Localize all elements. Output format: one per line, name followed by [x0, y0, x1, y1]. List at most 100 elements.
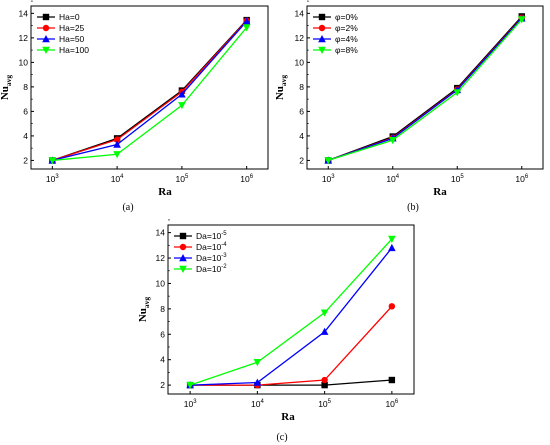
- legend-marker: [179, 232, 187, 240]
- y-tick-label: 12: [156, 253, 166, 263]
- plot-frame: [167, 224, 415, 395]
- legend-marker: [179, 265, 187, 273]
- legend-entry-4: Ha=100: [59, 45, 89, 55]
- y-tick-label: 6: [299, 106, 304, 116]
- data-point: [388, 243, 396, 252]
- series-line-2: [52, 20, 248, 162]
- data-point: [253, 359, 262, 367]
- y-tick-label: 8: [299, 82, 304, 92]
- legend-entry-3: Da=10-3: [196, 253, 227, 263]
- panel-caption: (a): [122, 202, 133, 213]
- data-point: [113, 136, 121, 143]
- legend-entry-1: Da=10-5: [196, 231, 227, 241]
- x-axis-label: Ra: [158, 186, 172, 198]
- x-tick-label: 105: [451, 174, 464, 184]
- x-tick-label: 104: [251, 399, 264, 409]
- y-axis-label: Nuavg: [274, 75, 288, 101]
- y-tick-label: 4: [160, 355, 165, 365]
- x-tick-label: 103: [322, 174, 335, 184]
- legend-entry-4: Da=10-2: [196, 264, 227, 274]
- x-tick-label: 106: [515, 174, 528, 184]
- data-point: [388, 136, 397, 145]
- data-point: [321, 381, 328, 389]
- data-point: [253, 378, 262, 386]
- y-tick-label: 4: [299, 131, 304, 141]
- x-tick-label: 104: [386, 174, 399, 184]
- legend-marker: [179, 243, 187, 251]
- y-tick-label: 6: [23, 106, 28, 116]
- plot-frame: [306, 5, 544, 170]
- legend-marker: [318, 24, 326, 32]
- data-point: [320, 309, 329, 317]
- legend-marker: [42, 13, 50, 21]
- legend-marker: [318, 13, 326, 21]
- x-tick-label: 106: [385, 399, 398, 409]
- plot-frame: [30, 5, 269, 170]
- y-tick-label: 2: [23, 155, 28, 165]
- data-point: [242, 17, 251, 25]
- legend-entry-3: Ha=50: [59, 34, 85, 44]
- legend-entry-1: φ=0%: [335, 12, 358, 22]
- x-tick-label: 103: [184, 399, 197, 409]
- legend-entry-2: Ha=25: [59, 23, 85, 33]
- data-point: [453, 89, 462, 97]
- legend-entry-2: φ=2%: [335, 23, 358, 33]
- y-tick-label: 14: [295, 8, 305, 18]
- y-tick-label: 14: [19, 8, 29, 18]
- y-tick-label: 10: [295, 57, 305, 67]
- y-tick-label: 2: [160, 380, 165, 390]
- x-tick-label: 104: [111, 174, 124, 184]
- data-point: [186, 381, 194, 390]
- legend-entry-3: φ=4%: [335, 34, 358, 44]
- series-line-2: [190, 305, 393, 386]
- data-point: [178, 102, 186, 110]
- legend-entry-2: Da=10-4: [196, 242, 227, 252]
- x-tick-label: 106: [240, 174, 253, 184]
- y-tick-label: 12: [295, 33, 305, 43]
- series-line-4: [189, 238, 393, 386]
- y-tick-label: 6: [160, 329, 165, 339]
- panel-caption: (c): [276, 432, 287, 443]
- y-tick-label: 2: [299, 155, 304, 165]
- x-tick-label: 103: [46, 174, 59, 184]
- series-line-3: [52, 20, 248, 162]
- y-tick-label: 8: [160, 304, 165, 314]
- y-axis-label: Nuavg: [0, 75, 13, 101]
- x-tick-label: 105: [175, 174, 188, 184]
- y-tick-label: 8: [23, 82, 28, 92]
- data-point: [48, 157, 57, 165]
- data-point: [178, 90, 186, 98]
- data-point: [113, 140, 121, 148]
- y-tick-label: 10: [156, 278, 166, 288]
- data-point: [324, 157, 333, 165]
- data-point: [113, 151, 121, 159]
- legend-marker: [42, 24, 50, 32]
- data-point: [320, 327, 329, 335]
- x-axis-label: Ra: [433, 186, 447, 198]
- legend-marker: [179, 254, 187, 262]
- legend-marker: [318, 46, 326, 54]
- legend-marker: [42, 46, 50, 54]
- x-axis-label: Ra: [281, 411, 295, 423]
- data-point: [242, 24, 251, 32]
- series-line-3: [328, 17, 523, 162]
- x-tick-label: 105: [318, 399, 331, 409]
- y-tick-label: 12: [19, 33, 29, 43]
- series-line-4: [52, 27, 248, 162]
- y-tick-label: 10: [19, 57, 29, 67]
- data-point: [388, 376, 396, 384]
- data-point: [321, 376, 328, 384]
- legend-marker: [42, 35, 50, 43]
- legend-marker: [318, 35, 326, 43]
- y-tick-label: 14: [156, 228, 166, 238]
- y-axis-label: Nuavg: [137, 297, 151, 323]
- legend-entry-1: Ha=0: [59, 12, 80, 22]
- data-point: [388, 303, 396, 310]
- y-tick-label: 4: [23, 131, 28, 141]
- data-point: [388, 235, 396, 243]
- data-point: [517, 16, 526, 24]
- legend-entry-4: φ=8%: [335, 45, 358, 55]
